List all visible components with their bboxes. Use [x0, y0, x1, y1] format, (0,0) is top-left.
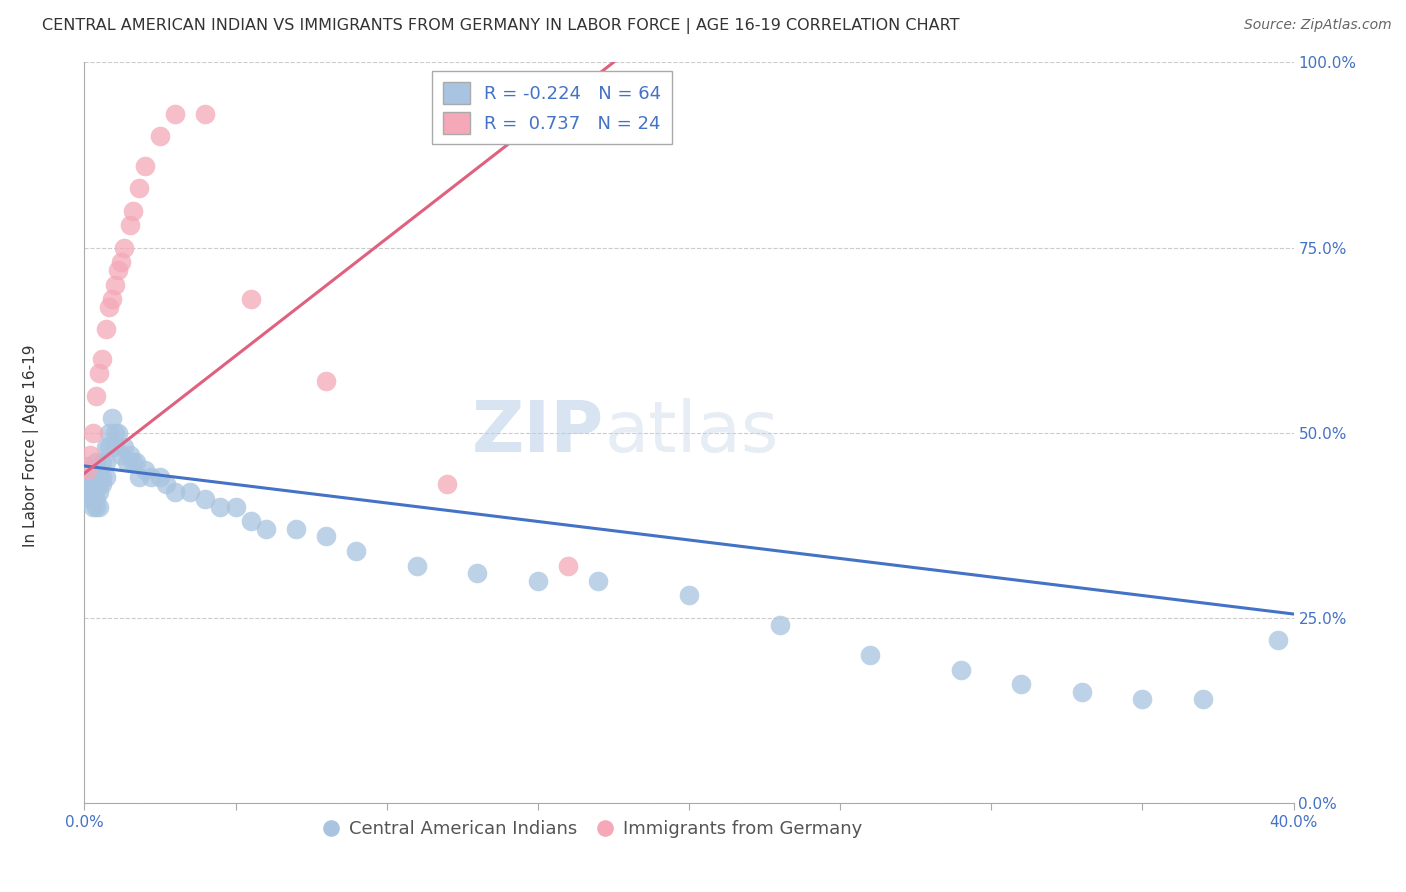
Point: [110, 448, 132, 462]
Point: [118, 219, 141, 233]
Point: [82, 500, 104, 514]
Point: [125, 455, 148, 469]
Point: [82, 492, 104, 507]
Point: [115, 455, 138, 469]
Point: [104, 277, 127, 292]
Point: [436, 477, 458, 491]
Point: [97, 441, 120, 455]
Point: [94, 322, 117, 336]
Point: [194, 492, 217, 507]
Point: [128, 181, 150, 195]
Point: [134, 462, 156, 476]
Point: [89, 367, 111, 381]
Point: [769, 618, 792, 632]
Point: [94, 470, 117, 484]
Point: [82, 470, 104, 484]
Text: atlas: atlas: [605, 398, 779, 467]
Point: [94, 441, 117, 455]
Point: [89, 500, 111, 514]
Point: [89, 484, 111, 499]
Point: [104, 441, 127, 455]
Point: [254, 522, 277, 536]
Point: [79, 448, 101, 462]
Point: [91, 477, 114, 491]
Point: [209, 500, 232, 514]
Point: [285, 522, 308, 536]
Point: [94, 455, 117, 469]
Point: [155, 477, 177, 491]
Text: Source: ZipAtlas.com: Source: ZipAtlas.com: [1244, 18, 1392, 32]
Point: [588, 574, 610, 588]
Point: [82, 477, 104, 491]
Point: [1267, 632, 1289, 647]
Text: ZIP: ZIP: [472, 398, 605, 467]
Point: [128, 470, 150, 484]
Point: [406, 558, 429, 573]
Point: [86, 455, 108, 469]
Point: [104, 425, 127, 440]
Point: [79, 492, 101, 507]
Point: [86, 500, 108, 514]
Point: [76, 484, 98, 499]
Point: [76, 477, 98, 491]
Point: [91, 455, 114, 469]
Point: [315, 529, 337, 543]
Point: [107, 262, 129, 277]
Point: [1011, 677, 1033, 691]
Point: [1192, 692, 1215, 706]
Point: [557, 558, 579, 573]
Point: [82, 425, 104, 440]
Text: CENTRAL AMERICAN INDIAN VS IMMIGRANTS FROM GERMANY IN LABOR FORCE | AGE 16-19 CO: CENTRAL AMERICAN INDIAN VS IMMIGRANTS FR…: [42, 18, 960, 34]
Point: [110, 255, 132, 269]
Point: [118, 448, 141, 462]
Point: [79, 477, 101, 491]
Point: [86, 492, 108, 507]
Point: [467, 566, 489, 581]
Point: [112, 240, 135, 255]
Text: In Labor Force | Age 16-19: In Labor Force | Age 16-19: [22, 344, 39, 548]
Point: [527, 574, 550, 588]
Point: [91, 470, 114, 484]
Point: [139, 470, 162, 484]
Point: [76, 462, 98, 476]
Point: [179, 484, 201, 499]
Point: [76, 458, 98, 473]
Point: [86, 388, 108, 402]
Point: [315, 374, 337, 388]
Point: [1130, 692, 1153, 706]
Point: [89, 477, 111, 491]
Point: [346, 544, 368, 558]
Point: [165, 484, 187, 499]
Legend: Central American Indians, Immigrants from Germany: Central American Indians, Immigrants fro…: [315, 814, 869, 846]
Point: [97, 425, 120, 440]
Point: [121, 203, 143, 218]
Point: [121, 455, 143, 469]
Point: [134, 159, 156, 173]
Point: [112, 441, 135, 455]
Point: [165, 107, 187, 121]
Point: [100, 410, 122, 425]
Point: [225, 500, 247, 514]
Point: [100, 293, 122, 307]
Point: [239, 293, 262, 307]
Point: [950, 663, 973, 677]
Point: [859, 648, 882, 662]
Point: [678, 589, 700, 603]
Point: [89, 470, 111, 484]
Point: [149, 470, 172, 484]
Point: [149, 129, 172, 144]
Point: [239, 515, 262, 529]
Point: [97, 300, 120, 314]
Point: [107, 425, 129, 440]
Point: [1071, 685, 1094, 699]
Point: [194, 107, 217, 121]
Point: [79, 470, 101, 484]
Point: [91, 351, 114, 366]
Point: [86, 477, 108, 491]
